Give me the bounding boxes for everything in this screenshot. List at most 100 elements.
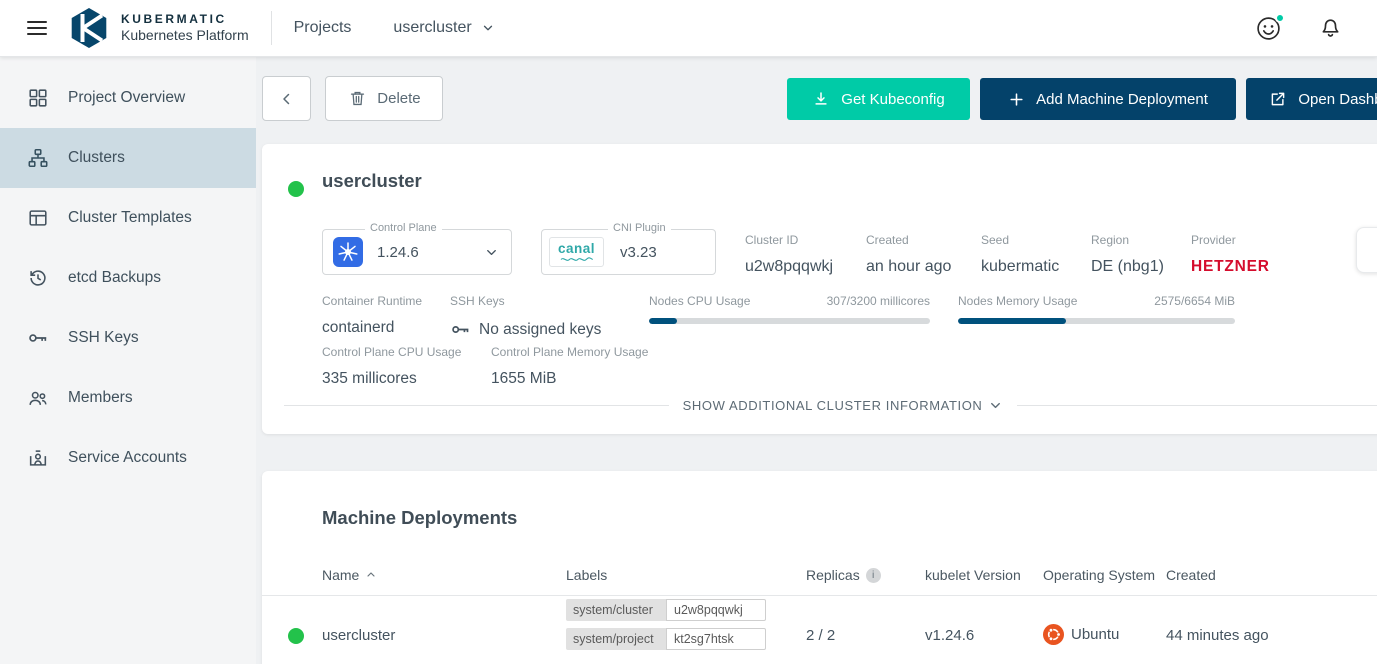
nodes-cpu-usage: Nodes CPU Usage 307/3200 millicores: [649, 294, 930, 324]
column-header-name[interactable]: Name: [322, 567, 377, 583]
column-label: Created: [1166, 567, 1216, 583]
field-value: kubermatic: [981, 258, 1060, 275]
field-label: Provider: [1191, 233, 1236, 247]
chevron-down-icon: [487, 249, 496, 255]
open-dashboard-button[interactable]: Open Dashboard: [1246, 78, 1377, 120]
kubernetes-icon: [333, 237, 363, 267]
open-dashboard-label: Open Dashboard: [1298, 90, 1377, 108]
canal-logo: canal: [549, 237, 605, 267]
sidebar-item-label: Cluster Templates: [68, 209, 192, 226]
column-label: Labels: [566, 567, 608, 583]
field-label: Control Plane Memory Usage: [491, 345, 649, 359]
provider-field: Provider HETZNER: [1191, 233, 1270, 276]
field-value: u2w8pqqwkj: [745, 258, 834, 275]
sidebar-item-clusters[interactable]: Clusters: [0, 128, 256, 188]
nav-projects[interactable]: Projects: [293, 19, 352, 36]
field-label: Cluster ID: [745, 233, 799, 247]
external-link-icon: [1272, 92, 1285, 106]
control-plane-version-select[interactable]: Control Plane 1.24.6: [322, 222, 512, 275]
sidebar: Project Overview Clusters Cluster Templa…: [0, 57, 256, 664]
cni-plugin-version: v3.23: [620, 243, 657, 261]
column-label: Replicas: [806, 567, 860, 583]
get-kubeconfig-button[interactable]: Get Kubeconfig: [787, 78, 970, 120]
hetzner-logo: HETZNER: [1191, 258, 1270, 275]
sort-asc-icon: [367, 572, 375, 577]
add-machine-deployment-button[interactable]: Add Machine Deployment: [980, 78, 1236, 120]
service-account-icon: [26, 447, 50, 469]
field-label: Seed: [981, 233, 1010, 247]
brand-title: KUBERMATIC: [121, 11, 227, 26]
cluster-actions-panel[interactable]: [1356, 227, 1377, 273]
machine-deployments-card: Machine Deployments Name Labels Replicas…: [262, 471, 1377, 664]
sidebar-item-etcd-backups[interactable]: etcd Backups: [0, 248, 256, 308]
sidebar-item-label: etcd Backups: [68, 269, 162, 286]
canal-logo-text: canal: [558, 241, 596, 256]
sidebar-item-label: Project Overview: [68, 89, 186, 106]
show-more-label: SHOW ADDITIONAL CLUSTER INFORMATION: [682, 397, 983, 413]
cluster-name: usercluster: [322, 170, 422, 191]
field-label: SSH Keys: [450, 294, 505, 308]
control-plane-cpu-field: Control Plane CPU Usage 335 millicores: [322, 345, 461, 388]
label-value: kt2sg7htsk: [666, 628, 766, 650]
column-label: Name: [322, 567, 360, 583]
md-os-cell: Ubuntu: [1043, 624, 1119, 645]
column-header-operating-system: Operating System: [1043, 567, 1155, 583]
md-name-cell[interactable]: usercluster: [322, 627, 396, 644]
header-divider: [270, 11, 272, 45]
usage-label: Nodes Memory Usage: [958, 294, 1078, 308]
label-value: u2w8pqqwkj: [666, 599, 766, 621]
delete-cluster-button[interactable]: Delete: [325, 76, 444, 121]
sidebar-item-ssh-keys[interactable]: SSH Keys: [0, 308, 256, 368]
table-divider: [262, 595, 1377, 596]
download-icon: [815, 92, 827, 105]
ubuntu-icon: [1043, 624, 1064, 645]
md-replicas-cell: 2 / 2: [806, 627, 836, 644]
bell-icon: [1322, 18, 1339, 37]
ssh-keys-field: SSH Keys No assigned keys: [450, 294, 601, 340]
cni-plugin-field: CNI Plugin canal v3.23: [541, 222, 716, 275]
seed-field: Seed kubermatic: [981, 233, 1059, 276]
sidebar-item-service-accounts[interactable]: Service Accounts: [0, 428, 256, 488]
trash-icon: [351, 91, 365, 106]
cluster-details-card: usercluster Control Plane 1.24.6: [262, 144, 1377, 434]
column-header-replicas: Replicas: [806, 567, 881, 583]
show-additional-cluster-information[interactable]: SHOW ADDITIONAL CLUSTER INFORMATION: [262, 394, 1377, 416]
key-icon: [26, 327, 50, 349]
usage-label: Nodes CPU Usage: [649, 294, 751, 308]
brand-subtitle: Kubernetes Platform: [121, 26, 249, 43]
members-icon: [26, 387, 50, 409]
project-selector-dropdown[interactable]: usercluster: [393, 19, 494, 37]
get-kubeconfig-label: Get Kubeconfig: [841, 90, 945, 108]
label-chip: system/cluster u2w8pqqwkj: [566, 599, 766, 621]
sidebar-item-cluster-templates[interactable]: Cluster Templates: [0, 188, 256, 248]
nodes-cpu-progressbar: [649, 318, 930, 324]
sidebar-item-label: Members: [68, 389, 133, 406]
history-icon: [26, 267, 50, 289]
plus-icon: [1010, 92, 1023, 106]
chevron-down-icon: [991, 402, 1001, 408]
hamburger-menu-icon[interactable]: [25, 16, 49, 40]
sidebar-item-label: Service Accounts: [68, 449, 187, 466]
smiley-face-icon: [1257, 16, 1280, 40]
templates-icon: [26, 207, 50, 229]
field-label: Region: [1091, 233, 1130, 247]
info-icon[interactable]: [865, 567, 881, 583]
back-button[interactable]: [262, 76, 311, 121]
control-plane-memory-field: Control Plane Memory Usage 1655 MiB: [491, 345, 648, 388]
kubermatic-logo: [66, 5, 112, 51]
sidebar-item-project-overview[interactable]: Project Overview: [0, 68, 256, 128]
usage-value: 307/3200 millicores: [826, 294, 930, 308]
column-label: Operating System: [1043, 567, 1156, 583]
notifications-button[interactable]: [1318, 16, 1343, 41]
chevron-left-icon: [282, 93, 289, 104]
announcements-button[interactable]: [1255, 12, 1285, 42]
column-header-created: Created: [1166, 567, 1216, 583]
app-header: KUBERMATIC Kubernetes Platform Projects …: [0, 0, 1377, 57]
field-value: containerd: [322, 319, 395, 336]
label-chip: system/project kt2sg7htsk: [566, 628, 766, 650]
sidebar-item-members[interactable]: Members: [0, 368, 256, 428]
ssh-keys-value: No assigned keys: [479, 320, 602, 338]
delete-button-label: Delete: [377, 90, 421, 107]
machine-deployments-title: Machine Deployments: [322, 507, 518, 528]
project-selector-value: usercluster: [393, 19, 472, 36]
